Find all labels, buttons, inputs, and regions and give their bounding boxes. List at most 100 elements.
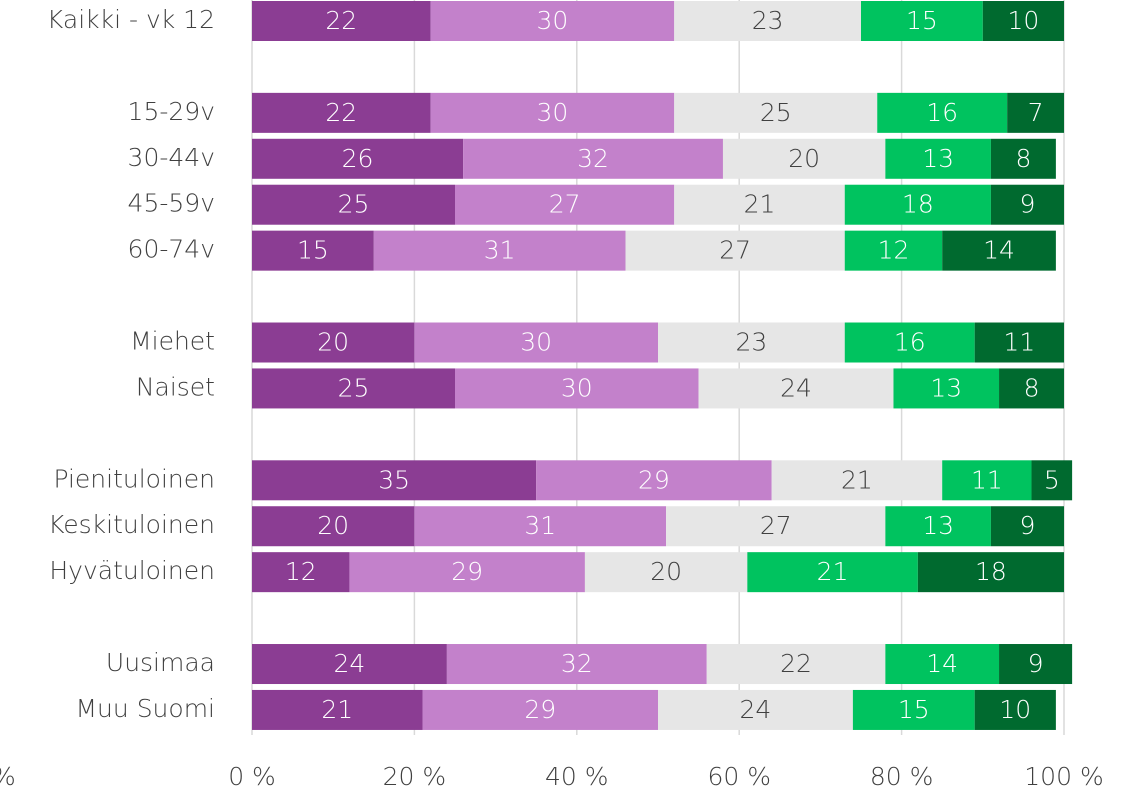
data-label: 15 <box>898 695 930 724</box>
data-label: 12 <box>878 236 910 265</box>
data-label: 24 <box>780 373 812 402</box>
data-label: 23 <box>752 6 784 35</box>
data-label: 23 <box>735 328 767 357</box>
bar-segment <box>844 184 991 225</box>
bar-segment <box>1007 92 1064 133</box>
bar-segment <box>844 322 975 363</box>
x-tick-label: 40 % <box>545 762 609 791</box>
y-tick-label: Hyvätuloinen <box>49 556 215 585</box>
data-label: 21 <box>744 190 776 219</box>
data-label: 30 <box>561 373 593 402</box>
bar-segment <box>1031 460 1073 501</box>
bar-segment <box>674 1 861 41</box>
bar-segment <box>463 138 723 179</box>
data-label: 16 <box>926 98 958 127</box>
bar-segment <box>942 460 1032 501</box>
data-label: 22 <box>325 98 357 127</box>
data-label: 18 <box>902 190 934 219</box>
bar-segment <box>747 552 918 593</box>
bar-segment <box>877 92 1008 133</box>
data-label: 13 <box>922 144 954 173</box>
bar-segment <box>674 184 845 225</box>
bar-segment <box>942 230 1056 271</box>
data-label: 32 <box>577 144 609 173</box>
bar-segment <box>252 644 447 685</box>
bar-segment <box>446 644 707 685</box>
data-label: 18 <box>975 557 1007 586</box>
y-tick-label: 15-29v <box>128 97 215 126</box>
data-label: 30 <box>520 328 552 357</box>
data-label: 32 <box>561 649 593 678</box>
bar-segment <box>252 322 415 363</box>
bar-segment <box>455 184 675 225</box>
bar-segment <box>990 138 1056 179</box>
bar-segment <box>666 506 886 547</box>
data-label: 30 <box>537 6 569 35</box>
bar-segment <box>722 138 886 179</box>
y-tick-label: Keskituloinen <box>48 510 215 539</box>
data-label: 24 <box>740 695 772 724</box>
y-tick-label: Pienituloinen <box>53 464 215 493</box>
data-label: 11 <box>971 465 1003 494</box>
data-label: 21 <box>321 695 353 724</box>
data-label: 21 <box>841 465 873 494</box>
bar-segment <box>861 1 983 41</box>
data-label: 31 <box>484 236 516 265</box>
bar-segment <box>999 644 1073 685</box>
data-label: 7 <box>1028 98 1044 127</box>
data-label: 5 <box>1044 465 1060 494</box>
bar-segment <box>974 689 1056 730</box>
data-label: 22 <box>780 649 812 678</box>
bar-segment <box>982 1 1064 41</box>
bar-segment <box>990 184 1064 225</box>
data-label: 27 <box>760 511 792 540</box>
bar-segment <box>455 368 699 409</box>
bar-segment <box>917 552 1064 593</box>
bar-segment <box>706 644 886 685</box>
data-label: 10 <box>1007 6 1039 35</box>
y-tick-label: Muu Suomi <box>75 694 215 723</box>
data-label: 15 <box>906 6 938 35</box>
data-label: 10 <box>999 695 1031 724</box>
bar-segment <box>373 230 626 271</box>
bar-segment <box>252 92 431 133</box>
data-label: 9 <box>1028 649 1044 678</box>
data-label: 25 <box>760 98 792 127</box>
bar-segment <box>771 460 943 501</box>
data-label: 16 <box>894 328 926 357</box>
data-label: 9 <box>1020 190 1036 219</box>
y-tick-label: 45-59v <box>128 189 215 218</box>
y-tick-label: 60-74v <box>128 235 215 264</box>
data-label: 31 <box>524 511 556 540</box>
bar-segment <box>885 644 1000 685</box>
bar-segment <box>844 230 943 271</box>
data-label: 29 <box>451 557 483 586</box>
bar-segment <box>885 506 991 547</box>
bar-segment <box>674 92 878 133</box>
x-tick-label: 60 % <box>707 762 771 791</box>
data-label: 8 <box>1015 144 1031 173</box>
bar-segment <box>422 689 658 730</box>
x-tick-label: 20 % <box>383 762 447 791</box>
bar-segment <box>252 230 374 271</box>
y-tick-label: Miehet <box>130 327 215 356</box>
bar-segment <box>698 368 894 409</box>
data-label: 13 <box>930 373 962 402</box>
data-label: 20 <box>317 511 349 540</box>
y-tick-label: Kaikki - vk 12 <box>47 5 215 34</box>
data-label: 9 <box>1020 511 1036 540</box>
x-tick-label: 80 % <box>870 762 934 791</box>
bar-segment <box>252 1 431 41</box>
bar-segment <box>625 230 845 271</box>
data-label: 27 <box>549 190 581 219</box>
data-label: 27 <box>719 236 751 265</box>
data-label: 24 <box>334 649 366 678</box>
bar-segment <box>584 552 748 593</box>
bar-segment <box>430 92 675 133</box>
data-label: 29 <box>524 695 556 724</box>
bar-segment <box>252 184 455 225</box>
data-label: 8 <box>1024 373 1040 402</box>
data-label: 14 <box>983 236 1015 265</box>
data-label: 13 <box>922 511 954 540</box>
